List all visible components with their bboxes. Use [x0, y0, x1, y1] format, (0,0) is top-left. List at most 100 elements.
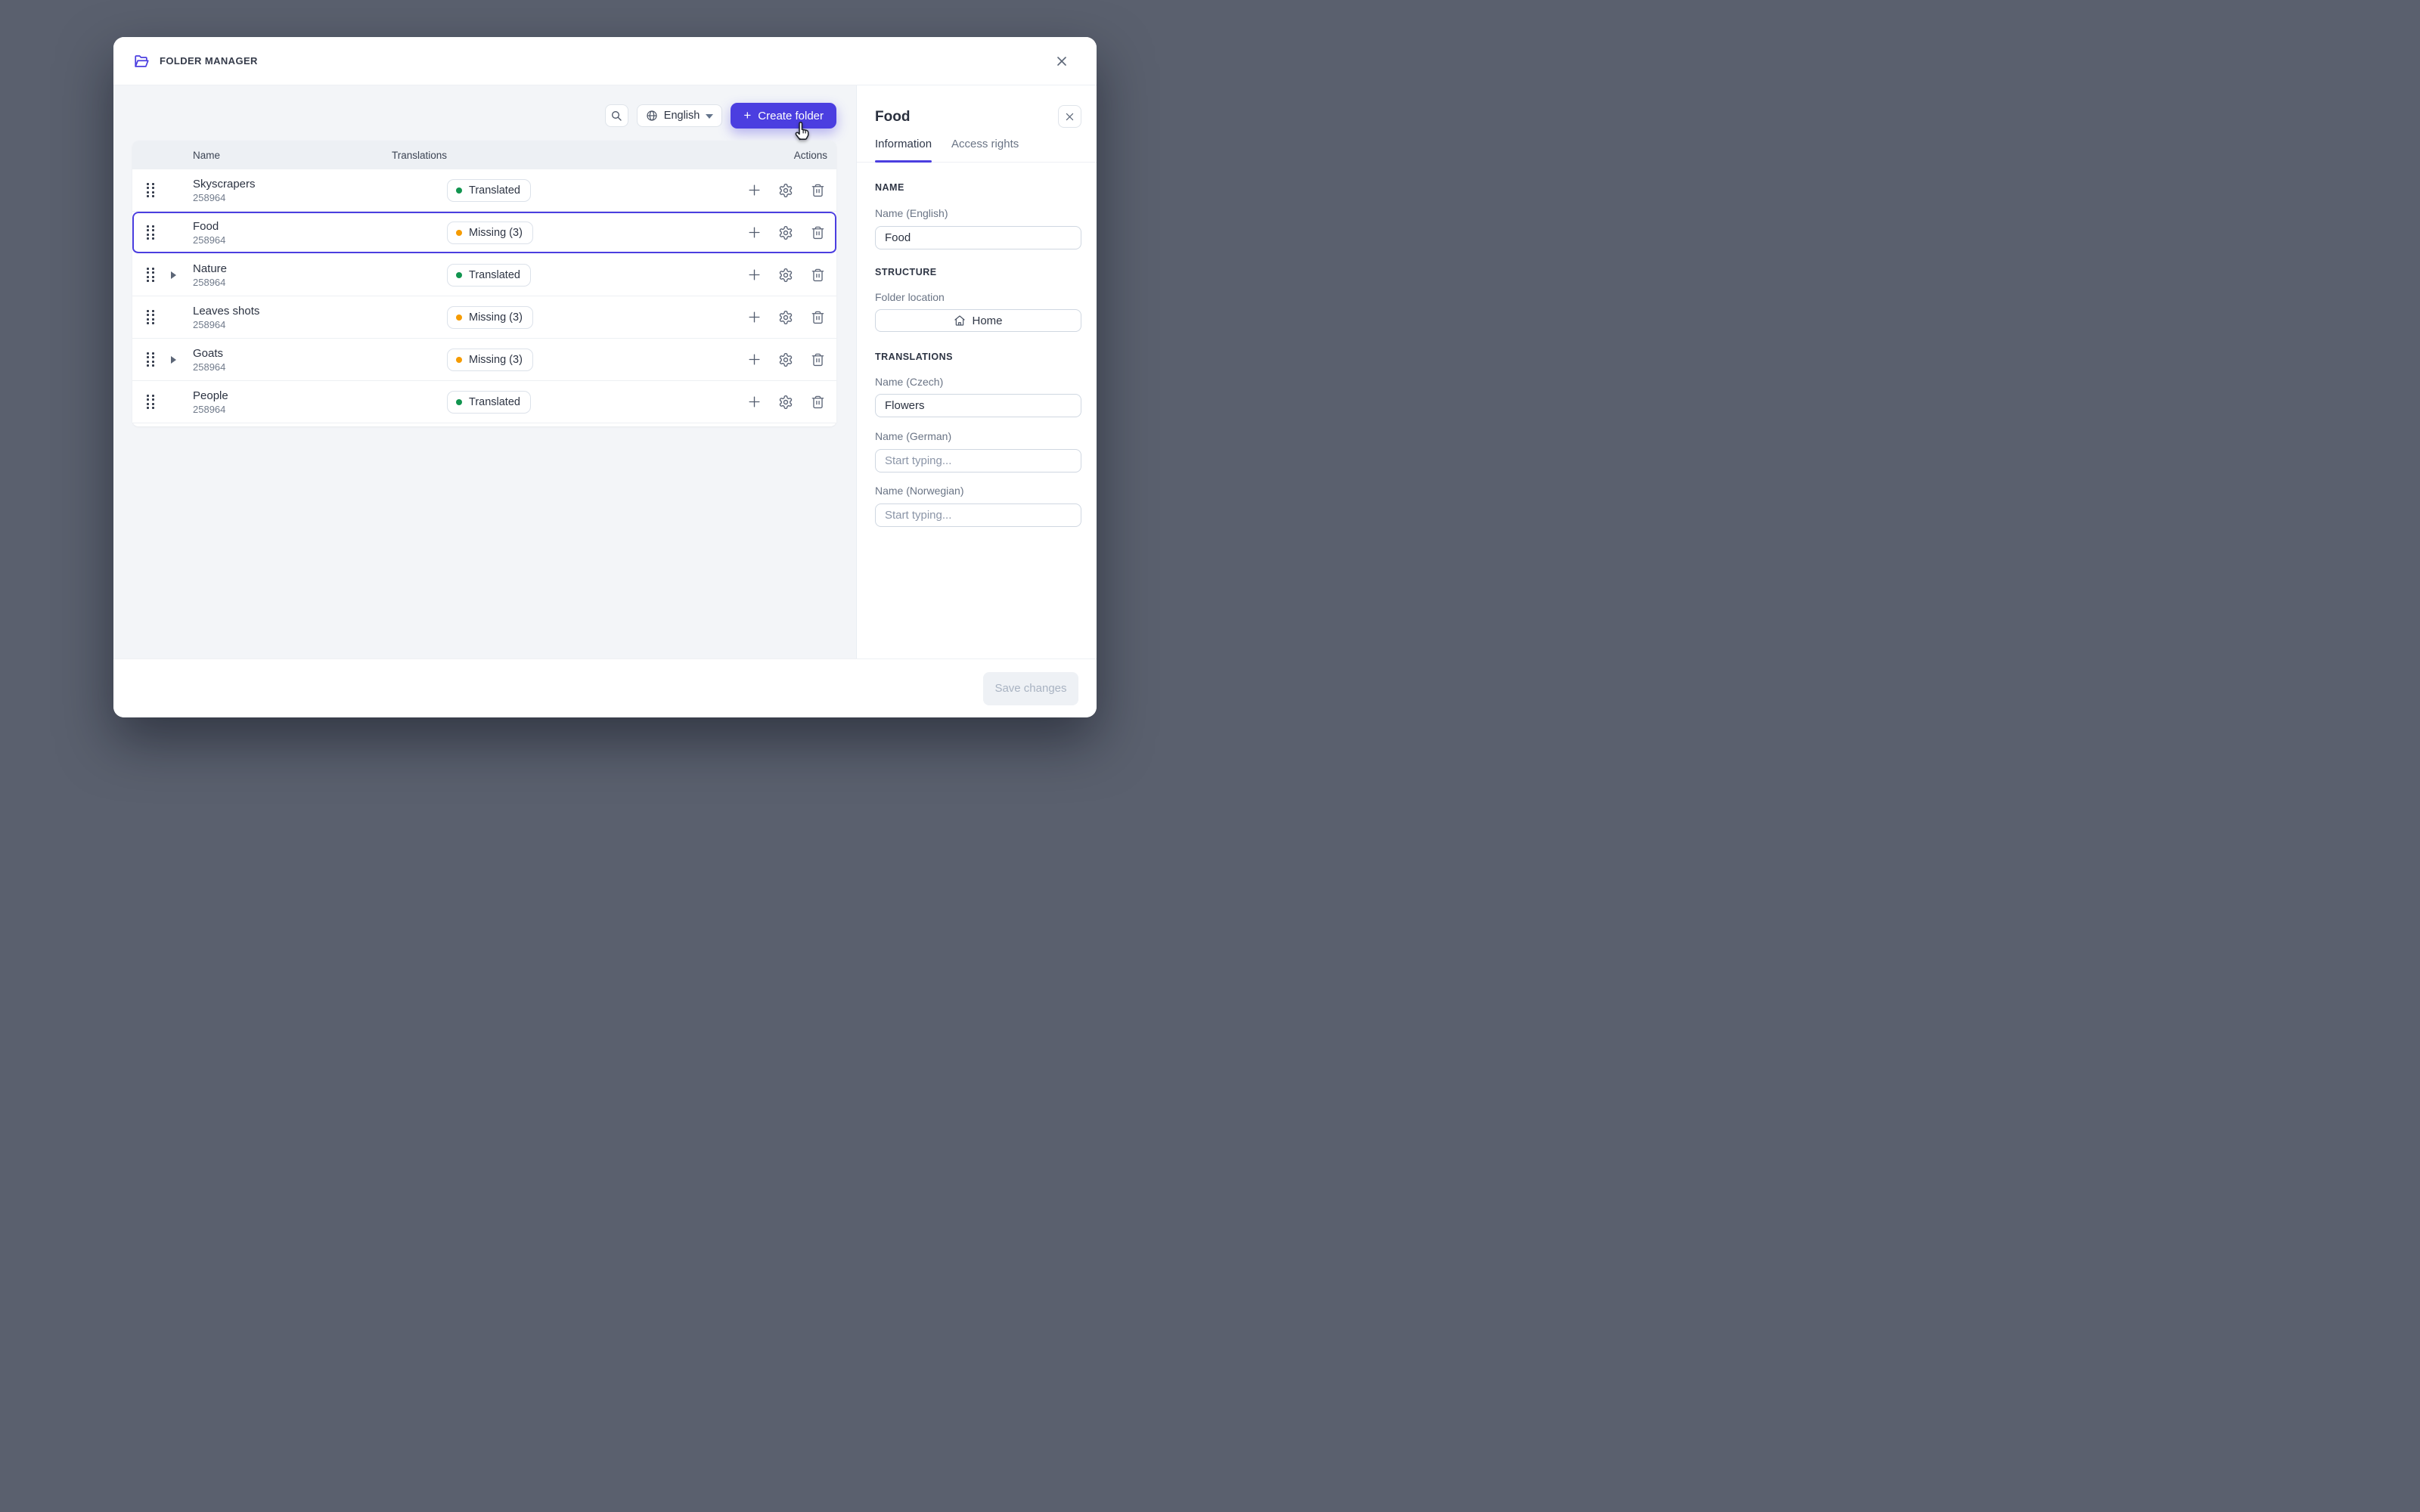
- drag-handle-icon[interactable]: [147, 352, 154, 367]
- tab-information[interactable]: Information: [875, 138, 932, 163]
- detail-panel: Food Information Access rights NAME Name…: [856, 85, 1097, 658]
- drag-handle-icon[interactable]: [147, 182, 154, 198]
- column-header-translations: Translations: [392, 149, 448, 161]
- close-icon: [1066, 113, 1074, 120]
- gear-icon: [779, 395, 793, 409]
- folder-table: Name Translations Actions: [132, 141, 836, 426]
- plus-icon: [748, 269, 760, 280]
- translation-badge: Missing (3): [447, 348, 533, 371]
- create-folder-button[interactable]: + Create folder: [731, 103, 836, 129]
- settings-button[interactable]: [777, 266, 795, 284]
- table-row[interactable]: Nature 258964 Translated: [132, 254, 836, 296]
- folder-location-button[interactable]: Home: [875, 309, 1081, 332]
- folder-id: 258964: [193, 361, 226, 373]
- plus-icon: [748, 354, 760, 365]
- section-heading-name: NAME: [875, 182, 904, 193]
- plus-icon: [748, 311, 760, 323]
- language-dropdown[interactable]: English: [636, 104, 723, 127]
- name-czech-label: Name (Czech): [875, 376, 944, 388]
- drag-handle-icon[interactable]: [147, 267, 154, 283]
- create-folder-label: Create folder: [758, 109, 824, 122]
- delete-button[interactable]: [808, 308, 827, 327]
- badge-label: Translated: [469, 268, 520, 281]
- gear-icon: [779, 268, 793, 282]
- badge-label: Translated: [469, 184, 520, 197]
- expand-caret-icon[interactable]: [171, 355, 176, 364]
- status-dot: [456, 187, 462, 194]
- table-row[interactable]: Skyscrapers 258964 Translated: [132, 169, 836, 212]
- table-row[interactable]: Food 258964 Missing (3): [132, 212, 836, 254]
- panel-close-button[interactable]: [1058, 105, 1081, 128]
- folder-icon: [133, 53, 150, 70]
- page-title: FOLDER MANAGER: [160, 55, 258, 67]
- search-icon: [612, 111, 622, 121]
- language-label: English: [663, 110, 700, 122]
- add-subfolder-button[interactable]: [745, 266, 763, 284]
- delete-button[interactable]: [808, 266, 827, 284]
- folder-name: Skyscrapers: [193, 177, 256, 191]
- add-subfolder-button[interactable]: [745, 351, 763, 369]
- save-changes-button[interactable]: Save changes: [983, 671, 1078, 705]
- translation-badge: Translated: [447, 178, 531, 202]
- plus-icon: [748, 184, 760, 196]
- table-body: Skyscrapers 258964 Translated: [132, 169, 836, 423]
- modal-header: FOLDER MANAGER: [113, 37, 1097, 85]
- folder-id: 258964: [193, 191, 226, 203]
- expand-caret-icon[interactable]: [171, 271, 176, 279]
- trash-icon: [811, 395, 824, 409]
- folder-id: 258964: [193, 318, 226, 330]
- folder-name: Goats: [193, 346, 224, 360]
- drag-handle-icon[interactable]: [147, 225, 154, 240]
- add-subfolder-button[interactable]: [745, 181, 763, 200]
- table-row[interactable]: Leaves shots 258964 Missing (3): [132, 296, 836, 339]
- column-header-actions: Actions: [793, 149, 827, 161]
- plus-icon: [748, 396, 760, 407]
- folder-name: Food: [193, 219, 219, 233]
- add-subfolder-button[interactable]: [745, 393, 763, 411]
- add-subfolder-button[interactable]: [745, 224, 763, 242]
- badge-label: Missing (3): [469, 353, 523, 366]
- gear-icon: [779, 183, 793, 197]
- tab-access-rights[interactable]: Access rights: [951, 138, 1019, 150]
- folder-name: People: [193, 389, 228, 402]
- name-german-label: Name (German): [875, 430, 952, 442]
- settings-button[interactable]: [777, 224, 795, 242]
- status-dot: [456, 356, 462, 363]
- section-heading-translations: TRANSLATIONS: [875, 352, 953, 362]
- folder-id: 258964: [193, 234, 226, 246]
- globe-icon: [647, 110, 657, 121]
- settings-button[interactable]: [777, 351, 795, 369]
- delete-button[interactable]: [808, 393, 827, 411]
- trash-icon: [811, 353, 824, 367]
- table-header: Name Translations Actions: [132, 141, 836, 169]
- delete-button[interactable]: [808, 181, 827, 200]
- modal-footer: Save changes: [113, 658, 1097, 717]
- add-subfolder-button[interactable]: [745, 308, 763, 327]
- delete-button[interactable]: [808, 224, 827, 242]
- drag-handle-icon[interactable]: [147, 394, 154, 410]
- settings-button[interactable]: [777, 308, 795, 327]
- folder-manager-modal: FOLDER MANAGER English: [113, 37, 1097, 717]
- name-english-label: Name (English): [875, 207, 948, 219]
- column-header-name: Name: [193, 149, 221, 161]
- name-german-field[interactable]: [875, 449, 1081, 472]
- status-dot: [456, 314, 462, 321]
- status-dot: [456, 398, 462, 405]
- folder-location-label: Folder location: [875, 291, 945, 303]
- settings-button[interactable]: [777, 393, 795, 411]
- status-dot: [456, 271, 462, 278]
- folder-location-value: Home: [972, 314, 1003, 327]
- drag-handle-icon[interactable]: [147, 309, 154, 325]
- gear-icon: [779, 352, 793, 367]
- delete-button[interactable]: [808, 351, 827, 369]
- table-row[interactable]: People 258964 Translated: [132, 381, 836, 423]
- name-english-field[interactable]: [875, 226, 1081, 249]
- search-button[interactable]: [604, 104, 628, 127]
- modal-close-button[interactable]: [1050, 50, 1073, 73]
- name-norwegian-field[interactable]: [875, 503, 1081, 527]
- name-czech-field[interactable]: [875, 394, 1081, 417]
- folder-name: Leaves shots: [193, 304, 260, 318]
- settings-button[interactable]: [777, 181, 795, 200]
- translation-badge: Translated: [447, 263, 531, 287]
- table-row[interactable]: Goats 258964 Missing (3): [132, 339, 836, 381]
